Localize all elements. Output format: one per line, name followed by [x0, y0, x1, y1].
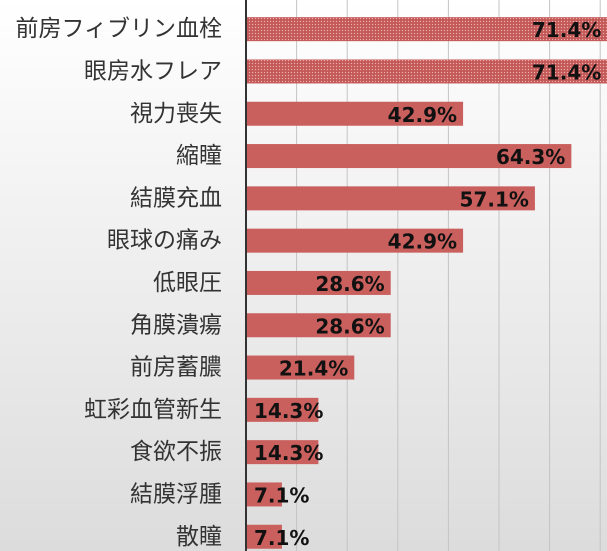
bar	[247, 228, 464, 253]
bar	[247, 482, 282, 507]
category-label: 結膜充血	[130, 185, 222, 211]
value-label: 42.9%	[388, 230, 457, 254]
value-label: 57.1%	[460, 187, 529, 211]
value-label: 64.3%	[496, 145, 565, 169]
category-label: 散瞳	[176, 524, 222, 550]
category-label: 虹彩血管新生	[84, 397, 222, 423]
category-label: 視力喪失	[130, 101, 222, 127]
value-label: 28.6%	[315, 272, 384, 296]
category-label: 眼球の痛み	[107, 228, 222, 254]
bar	[247, 101, 464, 126]
value-labels: 71.4%71.4%42.9%64.3%57.1%42.9%28.6%28.6%…	[254, 18, 601, 550]
value-label: 42.9%	[388, 103, 457, 127]
bar	[247, 440, 319, 465]
value-label: 14.3%	[254, 441, 323, 465]
category-label: 眼房水フレア	[84, 58, 222, 84]
category-label: 前房フィブリン血栓	[15, 16, 222, 42]
category-label: 角膜潰瘍	[130, 312, 222, 338]
category-label: 前房蓄膿	[130, 355, 222, 381]
value-label: 28.6%	[315, 314, 384, 338]
bar	[247, 313, 391, 338]
bar	[247, 59, 607, 84]
bar	[247, 17, 607, 42]
bar	[247, 270, 391, 295]
bar	[247, 144, 572, 169]
bar	[247, 186, 535, 211]
value-label: 71.4%	[532, 60, 601, 84]
value-label: 7.1%	[254, 526, 309, 550]
bar	[247, 355, 355, 380]
bar	[247, 397, 319, 422]
category-label: 低眼圧	[153, 270, 222, 296]
bar	[247, 524, 282, 549]
category-label: 食欲不振	[130, 439, 222, 465]
value-label: 14.3%	[254, 399, 323, 423]
category-label: 縮瞳	[176, 143, 222, 169]
value-label: 7.1%	[254, 483, 309, 507]
category-label: 結膜浮腫	[130, 481, 222, 507]
category-labels: 前房フィブリン血栓眼房水フレア視力喪失縮瞳結膜充血眼球の痛み低眼圧角膜潰瘍前房蓄…	[15, 16, 222, 550]
value-label: 71.4%	[532, 18, 601, 42]
bars	[247, 17, 607, 549]
value-label: 21.4%	[279, 357, 348, 381]
gridlines	[296, 0, 601, 551]
